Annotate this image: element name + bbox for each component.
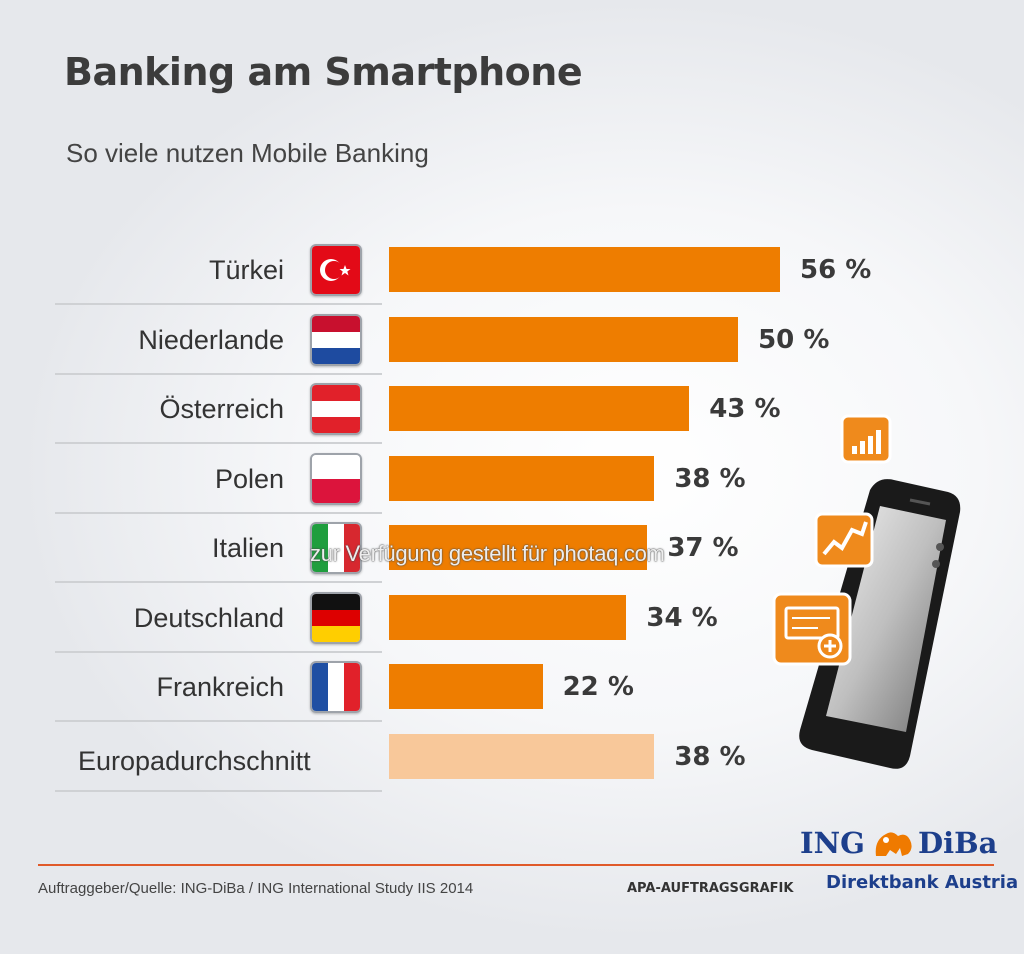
row-separator bbox=[55, 720, 382, 722]
brand-subtitle: Direktbank Austria bbox=[826, 872, 1019, 893]
line-chart-icon bbox=[814, 512, 874, 568]
row-separator bbox=[55, 650, 382, 653]
netherlands-flag-icon bbox=[310, 313, 362, 366]
chart-title: Banking am Smartphone bbox=[64, 50, 583, 94]
category-label: Niederlande bbox=[138, 324, 284, 355]
poland-flag-icon bbox=[310, 452, 362, 505]
germany-flag-icon bbox=[310, 591, 362, 644]
value-label: 50 % bbox=[758, 324, 830, 355]
bar bbox=[389, 386, 690, 431]
category-label: Europadurchschnitt bbox=[78, 745, 311, 776]
turkey-flag-icon bbox=[310, 244, 362, 296]
value-label: 38 % bbox=[674, 463, 746, 494]
category-label: Frankreich bbox=[156, 672, 284, 702]
brand-diba: DiBa bbox=[918, 826, 998, 860]
bar bbox=[389, 247, 780, 292]
value-label: 22 % bbox=[562, 672, 634, 702]
italy-flag-icon bbox=[310, 522, 362, 574]
bar bbox=[389, 316, 739, 362]
footer-divider bbox=[38, 864, 994, 866]
smartphone-illustration bbox=[772, 414, 961, 769]
row-separator bbox=[55, 789, 382, 792]
chart-subtitle: So viele nutzen Mobile Banking bbox=[66, 138, 429, 168]
austria-flag-icon bbox=[310, 383, 362, 435]
bar bbox=[389, 664, 543, 709]
value-label: 37 % bbox=[667, 533, 739, 563]
row-separator bbox=[55, 581, 382, 583]
apa-credit: APA-AUFTRAGSGRAFIK bbox=[627, 881, 794, 896]
category-label: Polen bbox=[214, 463, 284, 494]
row-separator bbox=[55, 372, 382, 375]
category-label: Italien bbox=[211, 533, 284, 563]
value-label: 38 % bbox=[674, 741, 746, 772]
row-separator bbox=[55, 511, 382, 514]
money-transfer-icon bbox=[772, 592, 852, 666]
bar bbox=[389, 525, 648, 570]
bar bbox=[389, 594, 627, 640]
category-label: Türkei bbox=[208, 255, 284, 285]
category-label: Österreich bbox=[159, 394, 284, 424]
france-flag-icon bbox=[310, 661, 362, 713]
category-label: Deutschland bbox=[133, 602, 284, 633]
bar bbox=[389, 455, 655, 501]
row-separator bbox=[55, 442, 382, 444]
signal-icon bbox=[840, 414, 892, 464]
source-note: Auftraggeber/Quelle: ING-DiBa / ING Inte… bbox=[38, 880, 474, 897]
watermark: zur Verfügung gestellt für photaq.com bbox=[310, 541, 665, 566]
value-label: 43 % bbox=[709, 394, 781, 424]
value-label: 34 % bbox=[646, 602, 718, 633]
row-separator bbox=[55, 303, 382, 305]
brand-ing: ING bbox=[800, 826, 865, 860]
value-label: 56 % bbox=[800, 255, 872, 285]
bar bbox=[389, 733, 655, 779]
lion-logo-icon bbox=[875, 832, 912, 856]
